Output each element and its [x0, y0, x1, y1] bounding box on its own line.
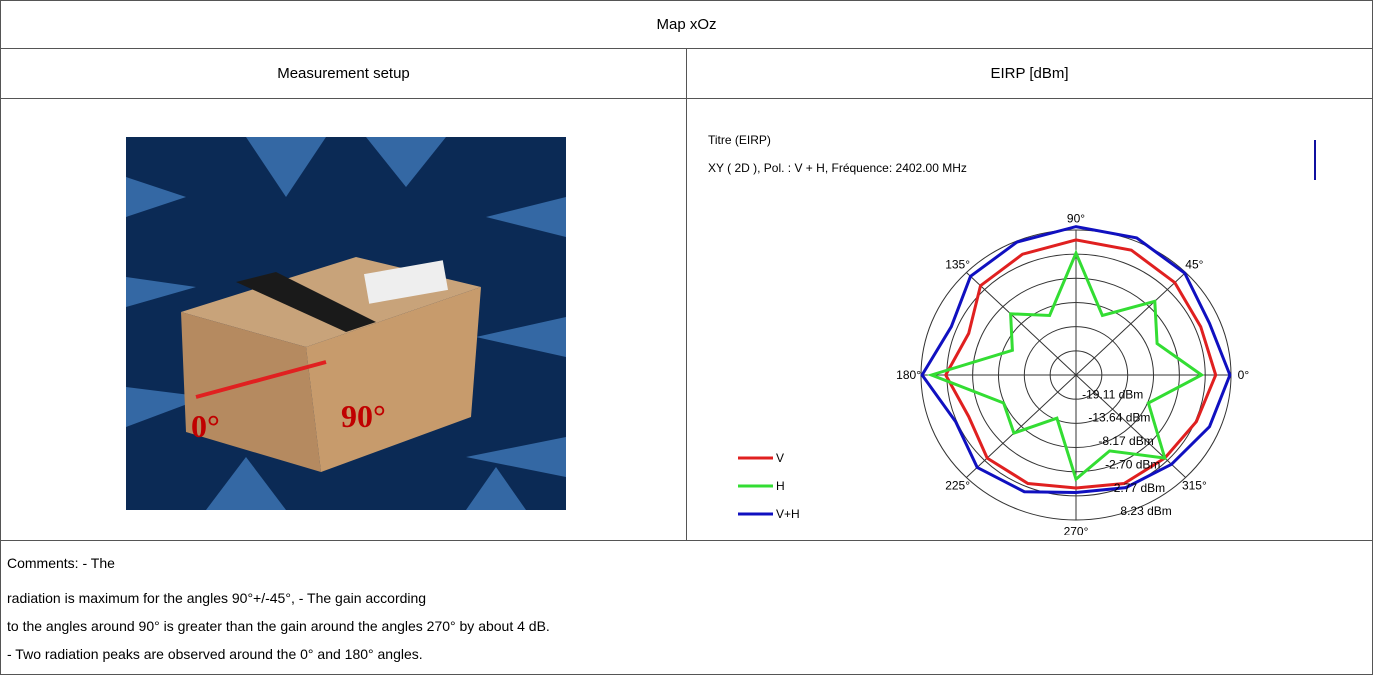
page: Map xOz Measurement setup EIRP [dBm] Com…	[0, 0, 1373, 675]
r-tick-label: -2.70 dBm	[1105, 457, 1160, 471]
r-tick-label: 8.23 dBm	[1120, 504, 1171, 518]
series-line	[946, 240, 1216, 488]
legend-label: V	[776, 451, 784, 465]
photo-label: 90°	[341, 398, 386, 434]
angle-label: 225°	[945, 479, 970, 493]
header-cell: Map xOz	[0, 0, 1373, 49]
photo-label: 0°	[191, 408, 220, 444]
photo: 0° 90°	[126, 137, 566, 510]
angle-label: 270°	[1064, 525, 1089, 535]
grid-spoke	[1076, 272, 1186, 375]
chart-subtitle: XY ( 2D ), Pol. : V + H, Fréquence: 2402…	[708, 161, 967, 175]
polar-chart: Titre (EIRP) XY ( 2D ), Pol. : V + H, Fr…	[700, 110, 1360, 535]
r-tick-label: 2.77 dBm	[1114, 481, 1165, 495]
angle-label: 315°	[1182, 479, 1207, 493]
column-header: Measurement setup	[0, 48, 687, 99]
angle-label: 135°	[945, 257, 970, 271]
column-title: EIRP [dBm]	[990, 65, 1068, 82]
comments-cell: Comments: - The radiation is maximum for…	[0, 540, 1373, 675]
legend-label: H	[776, 479, 785, 493]
comment-line: to the angles around 90° is greater than…	[7, 618, 550, 634]
r-tick-label: -19.11 dBm	[1082, 387, 1143, 401]
header-title: Map xOz	[656, 16, 716, 33]
r-tick-label: -13.64 dBm	[1088, 411, 1150, 425]
angle-label: 180°	[896, 368, 921, 382]
angle-label: 45°	[1185, 257, 1203, 271]
comment-line: radiation is maximum for the angles 90°+…	[7, 590, 426, 606]
chart-title: Titre (EIRP)	[708, 133, 771, 147]
comment-line: - Two radiation peaks are observed aroun…	[7, 646, 423, 662]
angle-label: 90°	[1067, 211, 1085, 225]
r-tick-label: -8.17 dBm	[1098, 434, 1153, 448]
comment-line: Comments: - The	[7, 555, 115, 571]
column-header: EIRP [dBm]	[686, 48, 1373, 99]
legend-label: V+H	[776, 507, 800, 521]
column-title: Measurement setup	[277, 65, 410, 82]
angle-label: 0°	[1238, 368, 1250, 382]
